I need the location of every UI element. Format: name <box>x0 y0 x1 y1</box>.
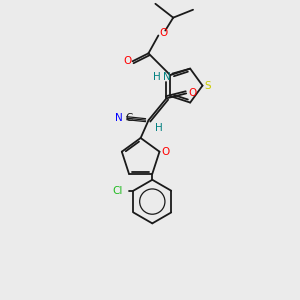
Text: Cl: Cl <box>112 186 122 196</box>
Text: O: O <box>124 56 132 66</box>
Text: S: S <box>204 81 211 91</box>
Text: C: C <box>125 113 132 123</box>
Text: N: N <box>163 72 170 82</box>
Text: N: N <box>115 113 123 123</box>
Text: O: O <box>188 88 196 98</box>
Text: H: H <box>153 72 160 82</box>
Text: O: O <box>159 28 167 38</box>
Text: O: O <box>161 147 169 157</box>
Text: H: H <box>154 123 162 133</box>
